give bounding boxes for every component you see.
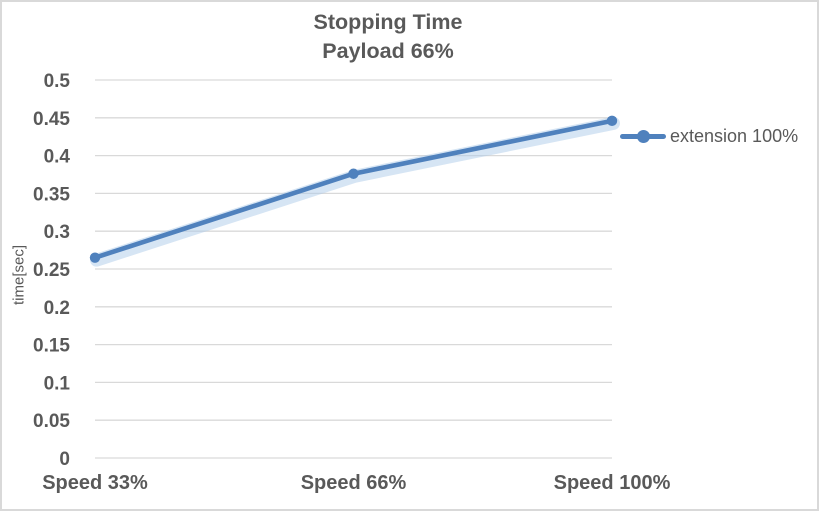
data-point-marker bbox=[348, 168, 359, 179]
y-tick-label: 0.2 bbox=[44, 298, 70, 319]
legend: extension 100% bbox=[620, 126, 798, 147]
chart-title: Stopping Time Payload 66% bbox=[2, 8, 774, 66]
legend-series-marker bbox=[620, 130, 666, 143]
x-tick-label: Speed 100% bbox=[554, 472, 671, 494]
y-tick-label: 0.35 bbox=[33, 184, 70, 205]
data-point-marker bbox=[606, 115, 618, 127]
y-tick-label: 0.5 bbox=[44, 71, 71, 92]
y-tick-label: 0.25 bbox=[33, 260, 70, 281]
x-tick-label: Speed 66% bbox=[301, 472, 407, 494]
series-glow bbox=[90, 116, 620, 267]
y-tick-label: 0.1 bbox=[44, 373, 71, 394]
legend-label: extension 100% bbox=[670, 126, 799, 146]
y-tick-label: 0.45 bbox=[33, 109, 70, 130]
chart-title-line2: Payload 66% bbox=[322, 39, 454, 63]
y-tick-label: 0 bbox=[59, 449, 70, 470]
y-axis-title: time[sec] bbox=[10, 244, 28, 306]
y-tick-label: 0.05 bbox=[33, 411, 70, 432]
chart-title-line1: Stopping Time bbox=[313, 10, 463, 34]
legend-dot-icon bbox=[636, 130, 650, 143]
y-tick-label: 0.3 bbox=[44, 222, 70, 243]
x-tick-label: Speed 33% bbox=[42, 472, 148, 494]
data-point-marker bbox=[89, 252, 101, 263]
y-tick-label: 0.4 bbox=[44, 147, 71, 168]
y-tick-label: 0.15 bbox=[33, 336, 70, 357]
